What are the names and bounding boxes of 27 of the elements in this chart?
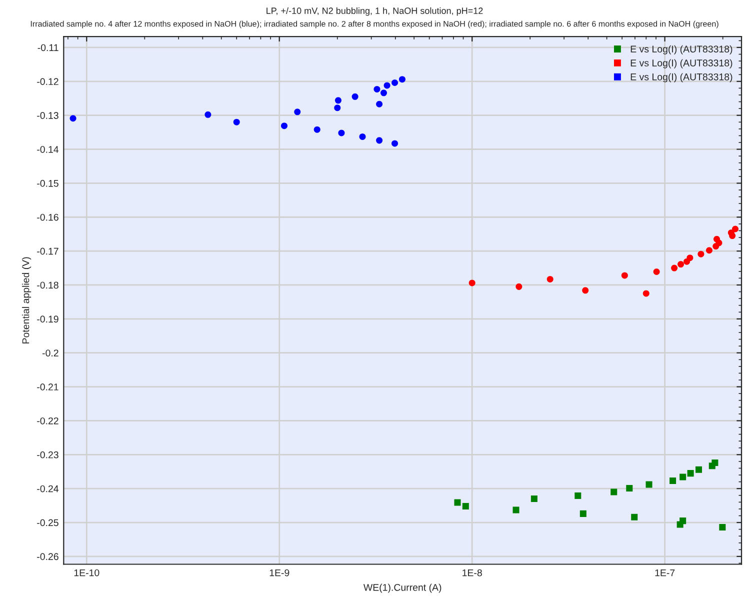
y-tick-label: -0.17 <box>37 248 58 255</box>
y-tick-label: -0.2 <box>42 350 58 356</box>
y-tick-label: -0.25 <box>37 519 58 526</box>
y-tick-label: -0.23 <box>37 451 58 458</box>
legend-label: E vs Log(I) (AUT83318) <box>630 45 732 54</box>
y-tick-label: -0.11 <box>38 44 58 52</box>
x-axis-title: WE(1).Current (A) <box>363 584 442 593</box>
y-axis-title: Potential applied (V) <box>22 257 32 344</box>
y-tick-label: -0.13 <box>37 112 58 119</box>
y-tick-label: -0.22 <box>37 417 58 424</box>
y-tick-label: -0.16 <box>37 214 58 221</box>
y-tick-label: -0.14 <box>37 146 59 153</box>
y-tick-label: -0.12 <box>37 78 58 86</box>
x-tick-label: 1E-8 <box>462 569 482 576</box>
x-tick-label: 1E-10 <box>74 569 100 576</box>
y-tick-label: -0.19 <box>37 316 58 323</box>
x-tick-label: 1E-9 <box>270 569 290 576</box>
y-tick-label: -0.26 <box>37 553 58 560</box>
y-tick-label: -0.24 <box>37 485 59 492</box>
y-tick-label: -0.21 <box>37 384 58 390</box>
chart-title: LP, +/-10 mV, N2 bubbling, 1 h, NaOH solution, pH=12 <box>266 7 483 16</box>
y-tick-label: -0.15 <box>37 180 58 187</box>
chart-subtitle: Irradiated sample no. 4 after 12 months exposed in NaOH (blue); irradiated sample no. 2 after 8 months exposed in NaOH (red); irradiated sample no. 6 after 6 months exposed in NaOH (green) <box>30 20 718 28</box>
x-tick-label: 1E-7 <box>655 569 675 576</box>
legend-label: E vs Log(I) (AUT83318) <box>630 59 732 68</box>
legend-label: E vs Log(I) (AUT83318) <box>630 73 732 82</box>
y-tick-label: -0.18 <box>37 282 58 289</box>
